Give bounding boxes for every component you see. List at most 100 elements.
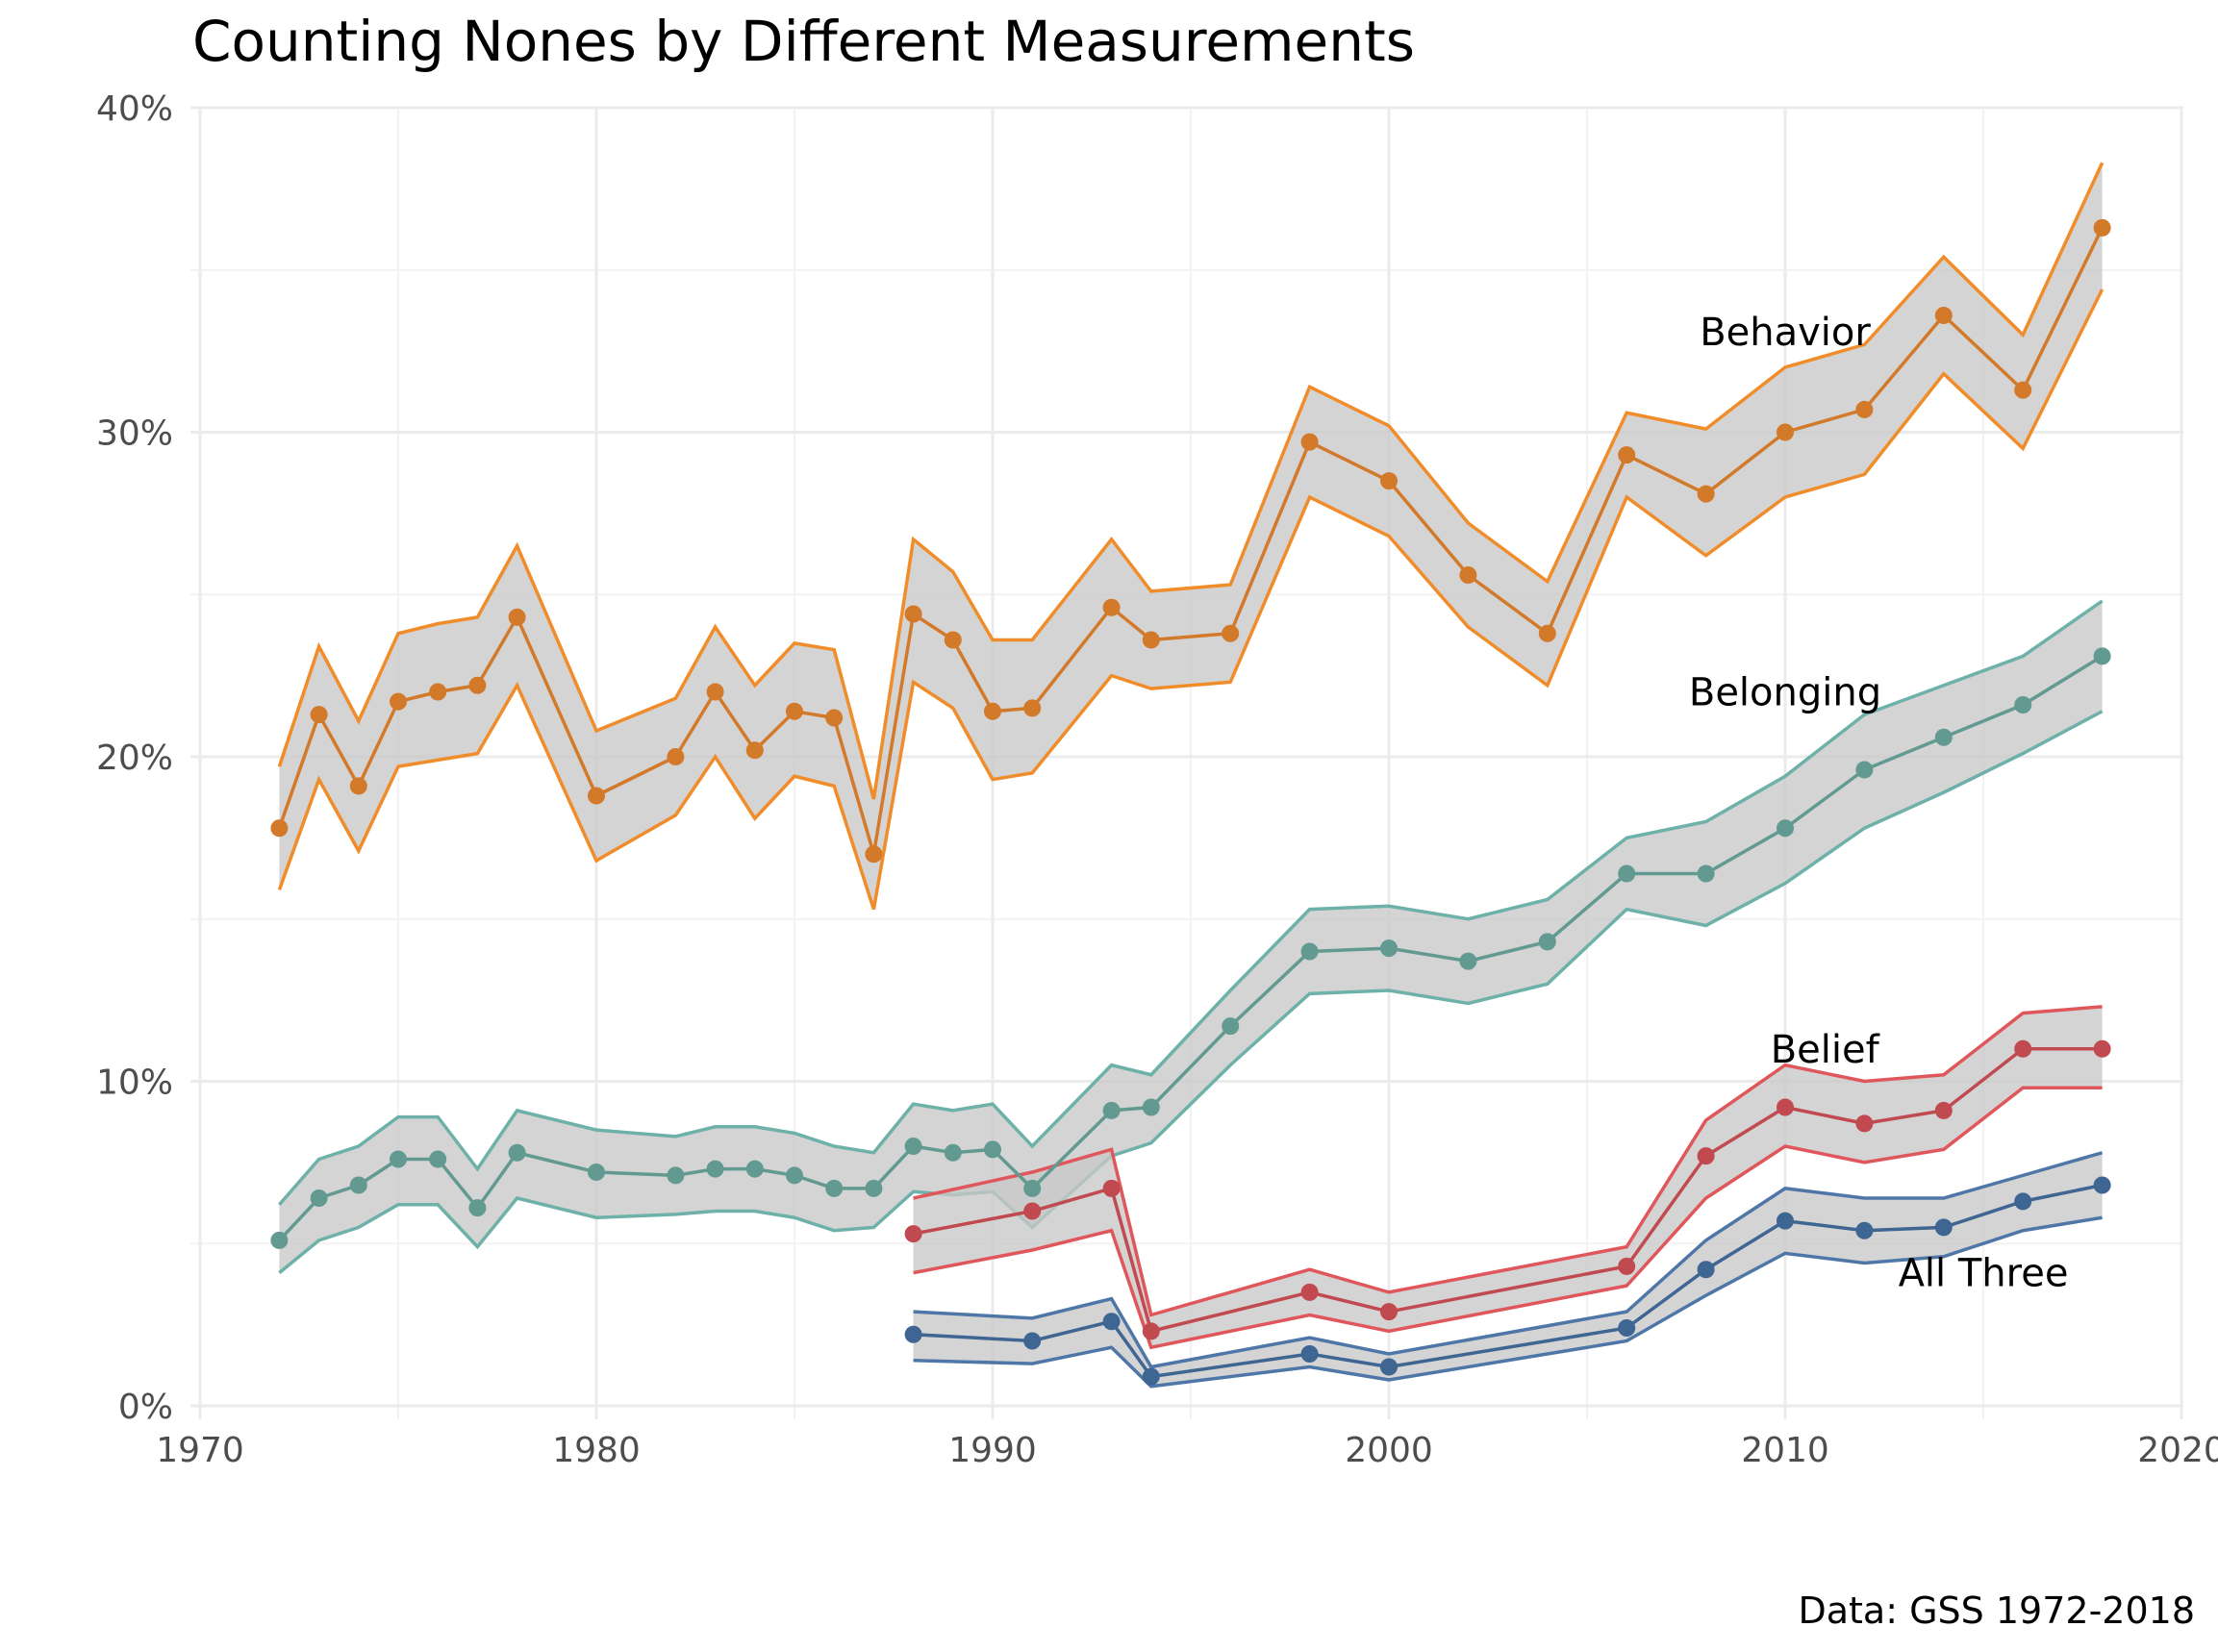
confidence-band [913, 1006, 2103, 1348]
data-point [508, 608, 526, 626]
data-point [2093, 647, 2111, 665]
band-upper-line [913, 1151, 2104, 1369]
series-label: Belonging [1689, 671, 1881, 715]
x-tick-label: 1990 [948, 1431, 1037, 1470]
data-point [1855, 1114, 1874, 1133]
data-point [270, 819, 289, 838]
series-line [278, 654, 2104, 1242]
confidence-band [913, 1152, 2103, 1387]
band-lower-line [913, 1215, 2103, 1389]
data-point [429, 1150, 447, 1168]
chart-title: Counting Nones by Different Measurements [192, 9, 1415, 74]
data-point [944, 1143, 962, 1162]
y-tick-label: 0% [118, 1388, 173, 1427]
x-tick-label: 2000 [1345, 1431, 1433, 1470]
confidence-band [279, 601, 2103, 1273]
x-tick-label: 2020 [2137, 1431, 2218, 1470]
data-point [1538, 624, 1556, 642]
data-point [1300, 433, 1319, 451]
data-point [1380, 1303, 1398, 1321]
data-point [1618, 1257, 1636, 1275]
data-point [904, 1325, 922, 1343]
data-point [2014, 696, 2032, 713]
data-point [904, 605, 922, 623]
data-point [1697, 1147, 1715, 1165]
data-point [865, 845, 883, 864]
band-upper-line [278, 599, 2104, 1206]
data-point [2014, 381, 2032, 399]
axis-ticks: 1970 1980 1990 2000 2010 2020 0% 10% 20% 30% 40% [96, 89, 2218, 1470]
data-point [1380, 939, 1398, 958]
data-point [1380, 1358, 1398, 1376]
data-point [904, 1225, 922, 1243]
data-point [270, 1231, 289, 1249]
data-point [2093, 218, 2111, 237]
data-point [1023, 1202, 1042, 1220]
data-point [825, 1179, 844, 1197]
x-tick-label: 1980 [552, 1431, 641, 1470]
data-point [1777, 423, 1794, 441]
data-point [1618, 864, 1636, 883]
series-labels: Behavior Belonging Belief All Three [1689, 311, 2069, 1296]
series-label: All Three [1899, 1252, 2069, 1296]
data-point [865, 1179, 883, 1197]
data-point [1459, 952, 1477, 970]
data-point [1380, 472, 1398, 490]
data-point [1222, 624, 1240, 642]
data-point [349, 777, 367, 795]
band-upper-line [277, 162, 2105, 800]
band-lower-line [277, 288, 2105, 911]
data-point [1142, 1322, 1160, 1340]
series-points [270, 218, 2111, 1386]
data-point [1023, 1332, 1042, 1350]
data-point [1934, 1218, 1953, 1237]
data-point [667, 1166, 685, 1185]
data-point [1855, 1221, 1874, 1239]
data-point [1300, 1345, 1319, 1363]
data-point [1538, 933, 1556, 951]
data-point [1102, 1101, 1121, 1119]
data-point [588, 787, 605, 805]
data-point [745, 741, 764, 760]
data-point [1934, 728, 1953, 746]
data-point [310, 706, 328, 724]
data-point [745, 1160, 764, 1178]
y-tick-label: 40% [96, 89, 173, 129]
data-point [1222, 1017, 1240, 1036]
data-point [2093, 1176, 2111, 1194]
data-point [1855, 761, 1874, 779]
data-point [706, 683, 724, 701]
data-point [429, 683, 447, 701]
data-point [1459, 566, 1477, 584]
data-point [2093, 1039, 2111, 1058]
data-point [1102, 598, 1121, 616]
data-point [1934, 307, 1953, 324]
data-point [1777, 1212, 1794, 1230]
y-tick-label: 30% [96, 414, 173, 454]
data-point [706, 1160, 724, 1178]
data-point [2014, 1039, 2032, 1058]
data-point [310, 1189, 328, 1207]
data-point [1618, 446, 1636, 464]
data-point [1697, 864, 1715, 883]
data-point [1777, 1098, 1794, 1116]
band-upper-line [913, 1005, 2103, 1317]
data-point [984, 1140, 1001, 1159]
data-point [944, 631, 962, 649]
data-point [1697, 1261, 1715, 1279]
data-point [1934, 1101, 1953, 1119]
x-tick-label: 2010 [1741, 1431, 1829, 1470]
data-point [1697, 485, 1715, 503]
x-tick-label: 1970 [156, 1431, 244, 1470]
data-point [984, 702, 1001, 720]
data-point [786, 1166, 803, 1185]
data-point [468, 1199, 487, 1217]
data-point [1142, 1098, 1160, 1116]
data-point [825, 709, 844, 727]
data-point [904, 1138, 922, 1155]
data-point [1023, 699, 1042, 717]
data-point [1618, 1319, 1636, 1337]
data-point [786, 702, 803, 720]
data-point [1102, 1313, 1121, 1331]
